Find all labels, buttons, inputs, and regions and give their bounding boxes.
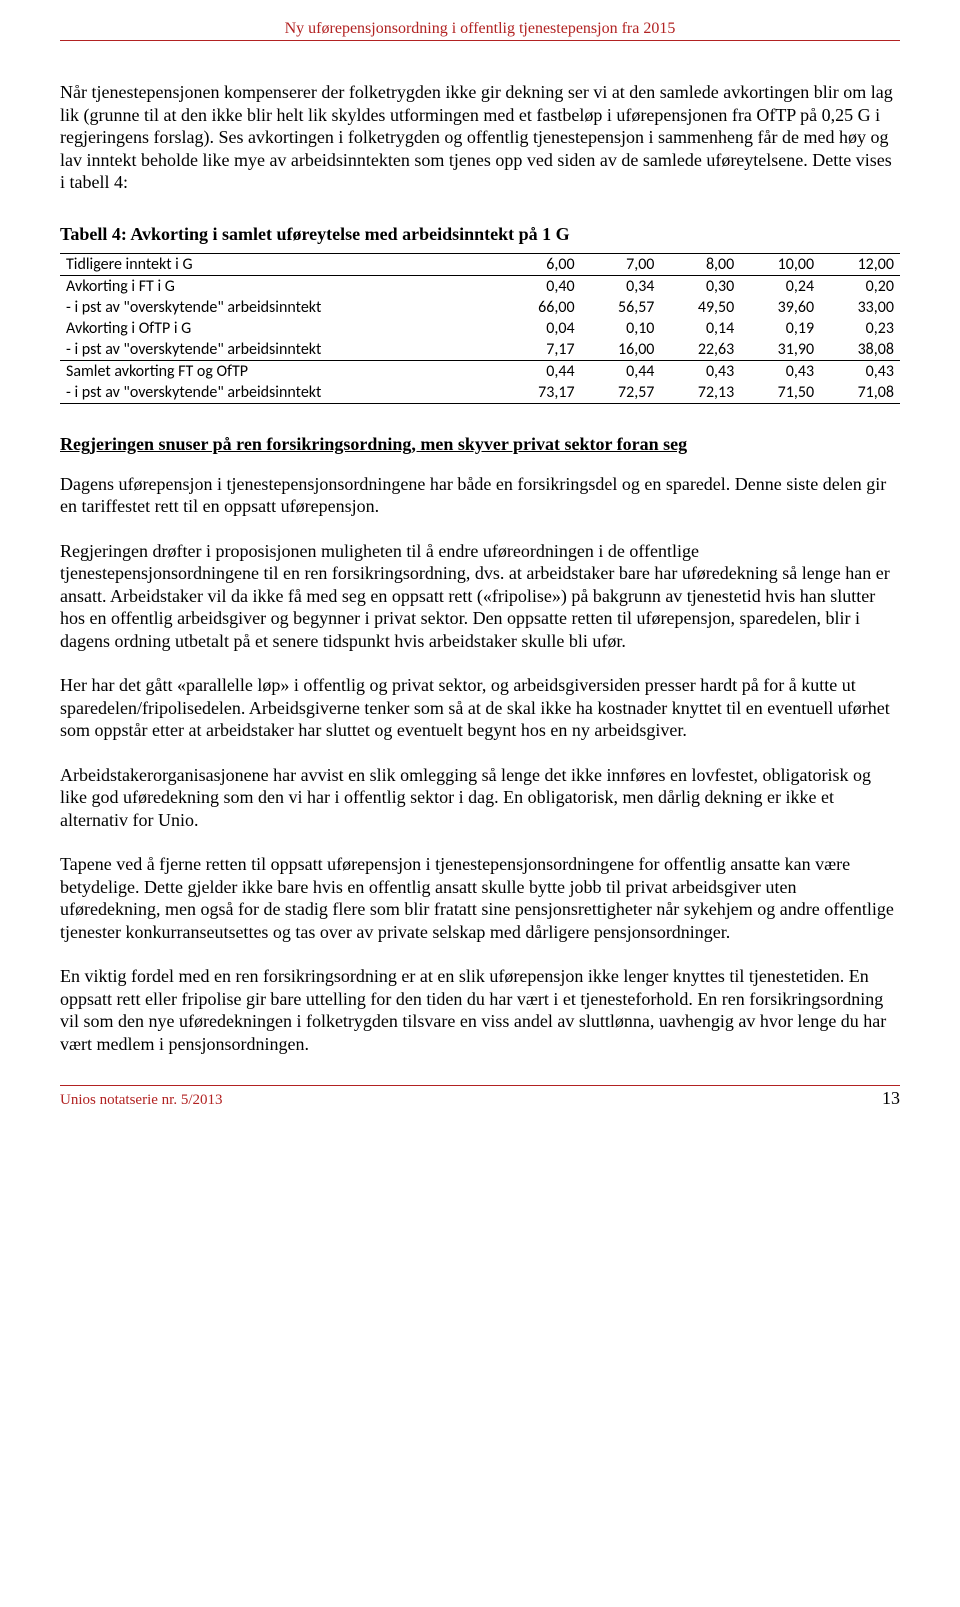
table4-r4-v3: 0,43 <box>740 360 820 382</box>
table-row: - i pst av "overskytende" arbeidsinntekt… <box>60 297 900 318</box>
page-footer: Unios notatserie nr. 5/2013 13 <box>60 1085 900 1109</box>
document-page: Ny uførepensjonsordning i offentlig tjen… <box>0 0 960 1129</box>
table4-col-1: 6,00 <box>501 253 581 275</box>
table4-r5-v2: 72,13 <box>660 382 740 404</box>
header-title: Ny uførepensjonsordning i offentlig tjen… <box>285 20 676 37</box>
table4-r3-v2: 22,63 <box>660 339 740 361</box>
table4-r0-v1: 0,34 <box>581 275 661 297</box>
table4-r4-v0: 0,44 <box>501 360 581 382</box>
table4: Tidligere inntekt i G 6,00 7,00 8,00 10,… <box>60 253 900 404</box>
table4-r4-v2: 0,43 <box>660 360 740 382</box>
table4-r4-label: Samlet avkorting FT og OfTP <box>60 360 501 382</box>
table4-r3-v4: 38,08 <box>820 339 900 361</box>
table4-title: Tabell 4: Avkorting i samlet uføreytelse… <box>60 224 900 245</box>
table4-r1-v4: 33,00 <box>820 297 900 318</box>
table-row: Avkorting i OfTP i G 0,04 0,10 0,14 0,19… <box>60 318 900 339</box>
table4-r1-v2: 49,50 <box>660 297 740 318</box>
table4-r5-label: - i pst av "overskytende" arbeidsinntekt <box>60 382 501 404</box>
paragraph-1: Når tjenestepensjonen kompenserer der fo… <box>60 81 900 194</box>
table4-r0-label: Avkorting i FT i G <box>60 275 501 297</box>
table4-r3-v3: 31,90 <box>740 339 820 361</box>
paragraph-5: Arbeidstakerorganisasjonene har avvist e… <box>60 764 900 832</box>
table4-r5-v3: 71,50 <box>740 382 820 404</box>
table4-col-3: 8,00 <box>660 253 740 275</box>
table4-r1-v3: 39,60 <box>740 297 820 318</box>
table4-r0-v4: 0,20 <box>820 275 900 297</box>
table4-r1-v1: 56,57 <box>581 297 661 318</box>
footer-series: Unios notatserie nr. 5/2013 <box>60 1092 222 1109</box>
table4-r3-label: - i pst av "overskytende" arbeidsinntekt <box>60 339 501 361</box>
table-row: Avkorting i FT i G 0,40 0,34 0,30 0,24 0… <box>60 275 900 297</box>
table4-header-row: Tidligere inntekt i G 6,00 7,00 8,00 10,… <box>60 253 900 275</box>
section-heading: Regjeringen snuser på ren forsikringsord… <box>60 434 900 455</box>
table4-r5-v1: 72,57 <box>581 382 661 404</box>
table4-r0-v2: 0,30 <box>660 275 740 297</box>
table4-r4-v4: 0,43 <box>820 360 900 382</box>
paragraph-3: Regjeringen drøfter i proposisjonen muli… <box>60 540 900 653</box>
table4-r3-v0: 7,17 <box>501 339 581 361</box>
table4-col-5: 12,00 <box>820 253 900 275</box>
table4-r1-label: - i pst av "overskytende" arbeidsinntekt <box>60 297 501 318</box>
table4-r5-v4: 71,08 <box>820 382 900 404</box>
table-row: - i pst av "overskytende" arbeidsinntekt… <box>60 382 900 404</box>
table4-r2-label: Avkorting i OfTP i G <box>60 318 501 339</box>
table-row: - i pst av "overskytende" arbeidsinntekt… <box>60 339 900 361</box>
table4-col-0: Tidligere inntekt i G <box>60 253 501 275</box>
table4-r5-v0: 73,17 <box>501 382 581 404</box>
table-row: Samlet avkorting FT og OfTP 0,44 0,44 0,… <box>60 360 900 382</box>
paragraph-6: Tapene ved å fjerne retten til oppsatt u… <box>60 853 900 943</box>
table4-r2-v3: 0,19 <box>740 318 820 339</box>
table4-col-2: 7,00 <box>581 253 661 275</box>
footer-page-number: 13 <box>882 1088 900 1109</box>
table4-r2-v1: 0,10 <box>581 318 661 339</box>
paragraph-4: Her har det gått «parallelle løp» i offe… <box>60 674 900 742</box>
table4-col-4: 10,00 <box>740 253 820 275</box>
table4-r1-v0: 66,00 <box>501 297 581 318</box>
table4-r2-v2: 0,14 <box>660 318 740 339</box>
table4-r4-v1: 0,44 <box>581 360 661 382</box>
table4-r3-v1: 16,00 <box>581 339 661 361</box>
paragraph-7: En viktig fordel med en ren forsikringso… <box>60 965 900 1055</box>
table4-r2-v0: 0,04 <box>501 318 581 339</box>
page-header: Ny uførepensjonsordning i offentlig tjen… <box>60 20 900 41</box>
paragraph-2: Dagens uførepensjon i tjenestepensjonsor… <box>60 473 900 518</box>
table4-r0-v3: 0,24 <box>740 275 820 297</box>
table4-r0-v0: 0,40 <box>501 275 581 297</box>
table4-r2-v4: 0,23 <box>820 318 900 339</box>
